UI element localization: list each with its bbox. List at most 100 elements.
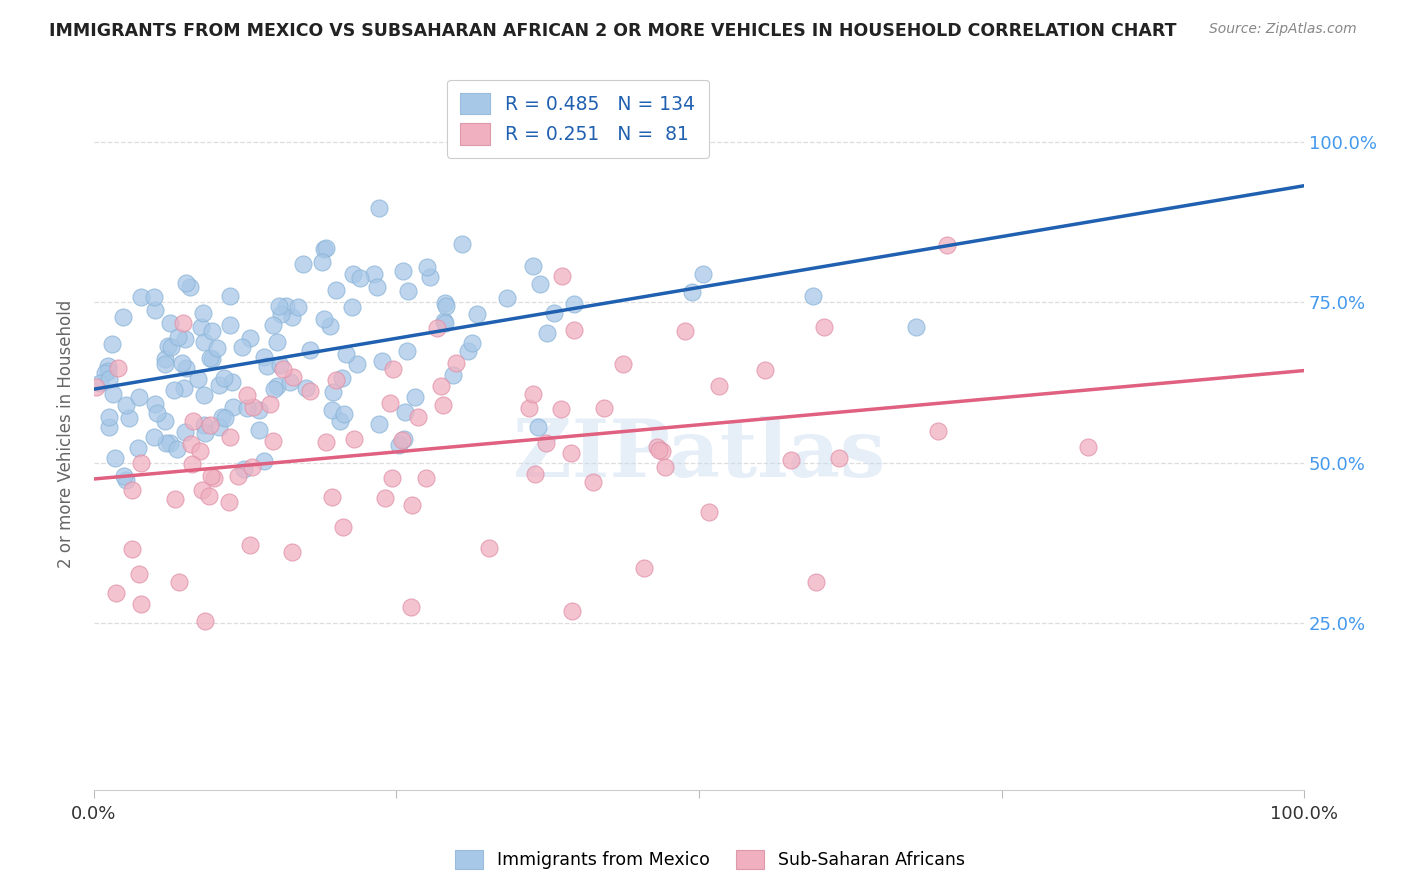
Point [562, 322, 585, 336]
Point [97, 364, 120, 378]
Legend: R = 0.485   N = 134, R = 0.251   N =  81: R = 0.485 N = 134, R = 0.251 N = 81 [447, 79, 709, 158]
Point [200, 469, 222, 483]
Point [432, 398, 454, 412]
Point [242, 400, 264, 414]
Point [121, 483, 143, 498]
Point [433, 316, 456, 330]
Point [434, 299, 457, 313]
Point [395, 343, 418, 358]
Point [936, 237, 959, 252]
Point [207, 377, 229, 392]
Point [202, 471, 225, 485]
Point [287, 300, 309, 314]
Text: Source: ZipAtlas.com: Source: ZipAtlas.com [1209, 22, 1357, 37]
Point [262, 318, 284, 333]
Point [156, 339, 179, 353]
Point [97, 359, 120, 373]
Point [118, 411, 141, 425]
Point [415, 471, 437, 485]
Point [263, 382, 285, 396]
Point [112, 468, 135, 483]
Point [173, 425, 195, 440]
Point [673, 324, 696, 338]
Point [259, 397, 281, 411]
Point [190, 319, 212, 334]
Point [335, 347, 357, 361]
Point [172, 316, 194, 330]
Point [170, 356, 193, 370]
Point [160, 340, 183, 354]
Point [146, 406, 169, 420]
Point [526, 419, 548, 434]
Legend: Immigrants from Mexico, Sub-Saharan Africans: Immigrants from Mexico, Sub-Saharan Afri… [449, 843, 972, 876]
Point [562, 296, 585, 310]
Point [235, 387, 257, 401]
Point [208, 420, 231, 434]
Point [89, 376, 111, 390]
Point [94, 366, 117, 380]
Point [332, 519, 354, 533]
Point [295, 382, 318, 396]
Point [927, 424, 949, 438]
Point [697, 505, 720, 519]
Point [97, 409, 120, 424]
Point [560, 445, 582, 459]
Point [363, 268, 385, 282]
Point [401, 498, 423, 512]
Point [371, 353, 394, 368]
Point [198, 351, 221, 366]
Point [256, 359, 278, 374]
Point [221, 400, 243, 414]
Point [319, 318, 342, 333]
Point [193, 418, 215, 433]
Point [121, 541, 143, 556]
Point [198, 418, 221, 433]
Point [218, 495, 240, 509]
Point [322, 385, 344, 400]
Point [298, 343, 321, 357]
Point [1077, 440, 1099, 454]
Point [101, 386, 124, 401]
Point [167, 330, 190, 344]
Point [129, 290, 152, 304]
Point [292, 257, 315, 271]
Point [314, 312, 336, 326]
Point [536, 326, 558, 341]
Point [692, 268, 714, 282]
Point [181, 414, 204, 428]
Point [153, 414, 176, 428]
Point [207, 341, 229, 355]
Point [633, 561, 655, 575]
Point [278, 375, 301, 389]
Point [247, 402, 270, 417]
Point [325, 373, 347, 387]
Point [128, 390, 150, 404]
Point [543, 306, 565, 320]
Point [312, 242, 335, 256]
Point [101, 337, 124, 351]
Point [399, 599, 422, 614]
Point [115, 399, 138, 413]
Point [441, 368, 464, 382]
Point [226, 469, 249, 483]
Point [394, 405, 416, 419]
Point [107, 361, 129, 376]
Point [381, 362, 404, 376]
Point [193, 388, 215, 402]
Point [239, 538, 262, 552]
Point [366, 280, 388, 294]
Point [201, 324, 224, 338]
Point [529, 277, 551, 291]
Point [321, 490, 343, 504]
Point [329, 414, 352, 428]
Point [115, 473, 138, 487]
Point [221, 375, 243, 389]
Point [806, 575, 828, 590]
Point [281, 370, 304, 384]
Point [654, 459, 676, 474]
Point [153, 357, 176, 371]
Point [299, 384, 322, 399]
Point [707, 378, 730, 392]
Point [143, 397, 166, 411]
Point [239, 331, 262, 345]
